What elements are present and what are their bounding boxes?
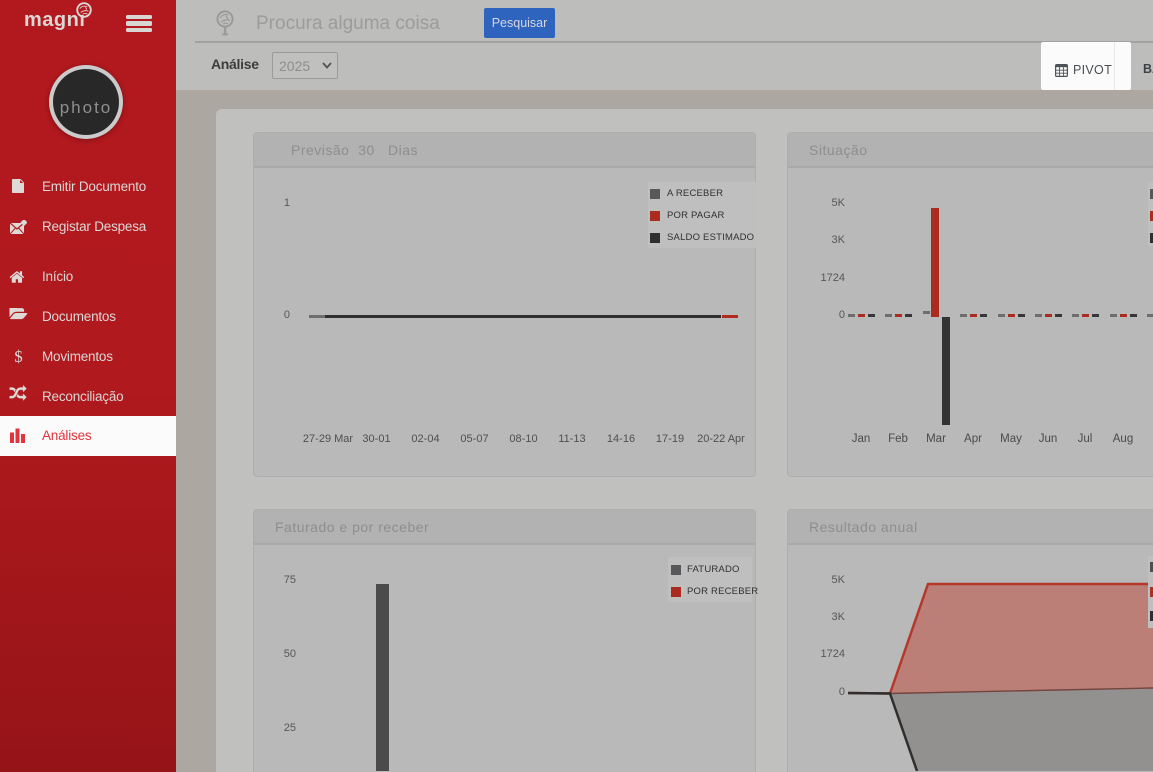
svg-text:$: $ — [14, 347, 23, 365]
